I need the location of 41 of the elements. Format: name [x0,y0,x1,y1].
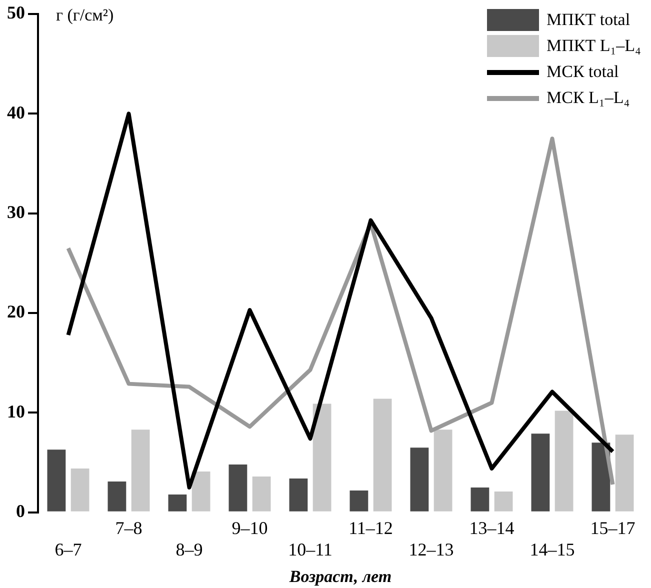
bar [289,478,308,512]
bar [531,434,550,512]
x-tick-label: 14–15 [530,540,575,560]
x-axis-title: Возраст, лет [288,567,392,586]
x-tick-label: 8–9 [176,540,203,560]
x-tick-label: 7–8 [115,518,142,538]
legend-label: МПКТ total [546,10,630,30]
bar [168,494,187,512]
bar [615,434,634,512]
x-tick-label: 15–17 [590,518,636,538]
bar [228,464,248,512]
x-tick-label: 9–10 [232,518,268,538]
x-tick-label: 6–7 [54,540,82,560]
y-tick-label: 0 [16,501,25,522]
bar [312,404,332,512]
bar [70,468,90,512]
bar [192,472,210,512]
y-tick-label: 20 [7,302,25,322]
bar [434,430,452,512]
bar [108,482,126,512]
x-tick-label: 11–12 [348,518,393,538]
y-axis-title: г (г/см²) [56,5,114,24]
bar [554,410,574,512]
bar [470,487,490,512]
legend-label: МСК L₁–L₄ [546,88,630,108]
x-tick-label: 13–14 [469,518,514,538]
x-tick-label: 10–11 [288,540,332,560]
bar [373,398,392,512]
y-tick-label: 10 [7,401,25,422]
bar [350,490,368,512]
bar [131,430,150,512]
y-tick-label: 30 [7,202,25,222]
legend-label: МСК total [546,62,619,82]
bar [252,476,271,512]
y-tick-label: 50 [7,2,25,23]
bar [494,491,513,512]
x-tick-label: 12–13 [408,540,454,560]
y-tick-label: 40 [7,102,25,122]
bar [47,450,66,512]
bar [410,448,429,512]
legend-label: МПКТ L₁–L₄ [546,36,641,56]
